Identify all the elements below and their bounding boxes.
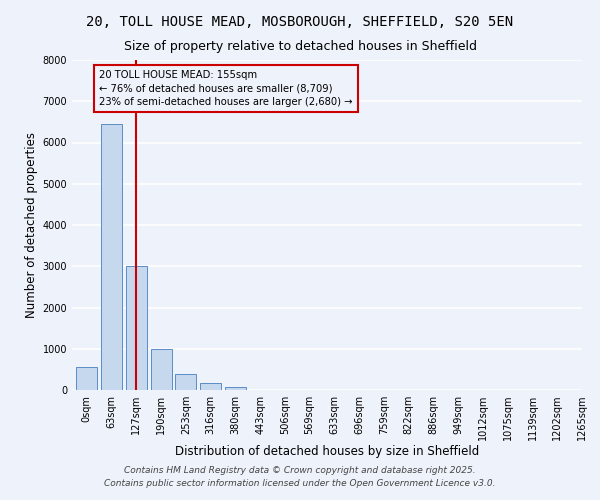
Bar [225,386,246,390]
Text: 20, TOLL HOUSE MEAD, MOSBOROUGH, SHEFFIELD, S20 5EN: 20, TOLL HOUSE MEAD, MOSBOROUGH, SHEFFIE… [86,15,514,29]
Y-axis label: Number of detached properties: Number of detached properties [25,132,38,318]
Text: Size of property relative to detached houses in Sheffield: Size of property relative to detached ho… [124,40,476,53]
Text: Contains HM Land Registry data © Crown copyright and database right 2025.
Contai: Contains HM Land Registry data © Crown c… [104,466,496,487]
Bar [200,383,221,390]
Text: 20 TOLL HOUSE MEAD: 155sqm
← 76% of detached houses are smaller (8,709)
23% of s: 20 TOLL HOUSE MEAD: 155sqm ← 76% of deta… [99,70,353,106]
Bar [151,349,172,390]
Bar [101,124,122,390]
X-axis label: Distribution of detached houses by size in Sheffield: Distribution of detached houses by size … [175,444,479,458]
Bar [76,368,97,390]
Bar [175,374,196,390]
Bar [126,266,147,390]
